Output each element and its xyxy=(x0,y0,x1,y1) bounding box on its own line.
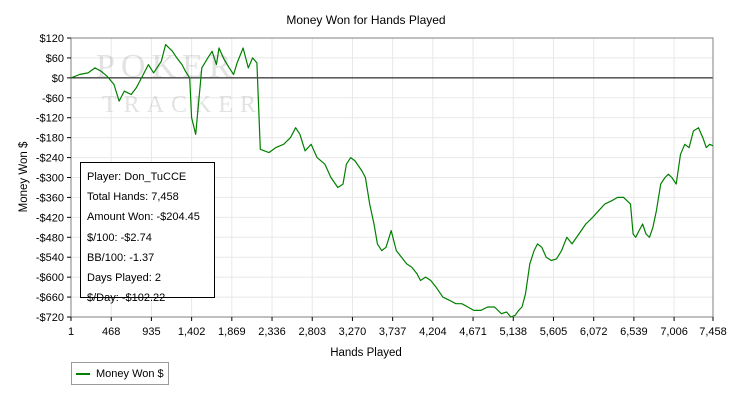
chart-title: Money Won for Hands Played xyxy=(286,13,445,27)
x-tick-label: 6,072 xyxy=(580,326,608,338)
y-tick-label: -$600 xyxy=(36,272,64,284)
series-line-money-won xyxy=(70,43,714,318)
stat-dollars-per-100: $/100: -$2.74 xyxy=(87,231,152,244)
y-tick-label: $0 xyxy=(52,73,64,85)
y-tick-label: -$240 xyxy=(36,153,64,165)
y-tick-label: -$660 xyxy=(36,292,64,304)
y-tick-label: -$480 xyxy=(36,232,64,244)
y-tick-label: -$540 xyxy=(36,252,64,264)
stat-bb-per-100: BB/100: -1.37 xyxy=(87,251,155,264)
y-tick-label: $120 xyxy=(40,33,64,45)
stat-amount-won: Amount Won: -$204.45 xyxy=(87,211,200,224)
x-tick-label: 5,138 xyxy=(499,326,527,338)
y-tick-label: -$180 xyxy=(36,133,64,145)
stat-total-hands: Total Hands: 7,458 xyxy=(87,191,179,204)
x-tick-label: 4,671 xyxy=(459,326,487,338)
legend-label: Money Won $ xyxy=(96,367,164,380)
x-tick-label: 935 xyxy=(142,326,160,338)
x-tick-label: 468 xyxy=(102,326,120,338)
x-tick-label: 2,803 xyxy=(298,326,326,338)
y-axis-ticks: $120 $60 $0 -$60 -$120 -$180 -$240 -$300 -$360 -$… xyxy=(36,33,71,324)
x-tick-label: 3,737 xyxy=(379,326,407,338)
x-tick-label: 1 xyxy=(68,326,74,338)
y-tick-label: -$120 xyxy=(36,113,64,125)
legend: Money Won $ xyxy=(71,362,169,385)
grid-lines xyxy=(71,38,713,317)
stat-dollars-per-day: $/Day: -$102.22 xyxy=(87,292,166,305)
y-tick-label: -$360 xyxy=(36,192,64,204)
stat-player: Player: Don_TuCCE xyxy=(87,171,187,183)
player-stats-box: Player: Don_TuCCE Total Hands: 7,458 Amo… xyxy=(80,162,215,304)
x-tick-label: 1,869 xyxy=(218,326,246,338)
x-tick-label: 3,270 xyxy=(339,326,367,338)
y-tick-label: -$420 xyxy=(36,212,64,224)
legend-swatch xyxy=(76,372,90,375)
stat-days-played: Days Played: 2 xyxy=(87,272,161,285)
y-tick-label: -$720 xyxy=(36,312,64,324)
x-axis-ticks: 1 468 935 1,402 1,869 2,336 2,803 3,270 3,737 4,2… xyxy=(68,317,727,338)
y-tick-label: -$300 xyxy=(36,173,64,185)
x-tick-label: 7,458 xyxy=(699,326,727,338)
x-tick-label: 4,204 xyxy=(419,326,447,338)
x-tick-label: 1,402 xyxy=(178,326,206,338)
y-tick-label: -$60 xyxy=(42,93,64,105)
y-tick-label: $60 xyxy=(46,53,64,65)
x-axis-title: Hands Played xyxy=(330,347,402,359)
x-tick-label: 2,336 xyxy=(258,326,286,338)
x-tick-label: 7,006 xyxy=(660,326,688,338)
y-axis-title: Money Won $ xyxy=(18,141,30,212)
x-tick-label: 6,539 xyxy=(620,326,648,338)
series-layer xyxy=(70,43,714,318)
x-tick-label: 5,605 xyxy=(540,326,568,338)
